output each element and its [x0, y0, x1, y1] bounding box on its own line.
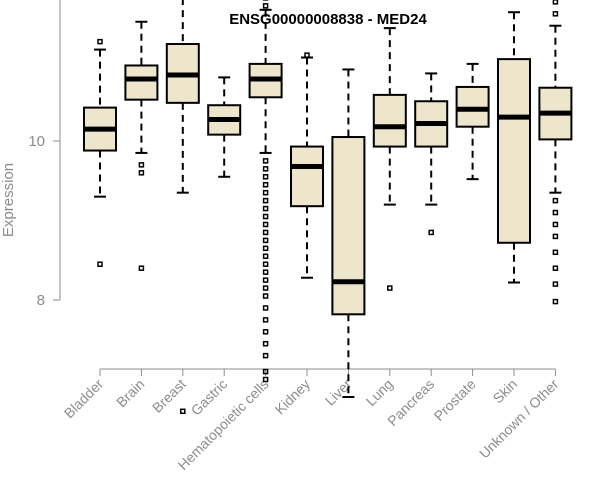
outlier-point: [262, 229, 269, 236]
outlier-point: [552, 0, 559, 5]
outlier-point: [552, 11, 559, 17]
outlier-point: [262, 261, 269, 267]
outlier-point: [552, 298, 559, 305]
outlier-point: [97, 38, 103, 45]
chart-title: ENSG00000008838 - MED24: [229, 11, 427, 28]
box-brain: [124, 20, 159, 271]
outlier-point: [262, 166, 269, 172]
box-lung: [372, 27, 407, 291]
box-unknown-other: [538, 0, 573, 305]
outlier-point: [262, 285, 269, 291]
outlier-point: [262, 305, 269, 311]
x-tick-label: Bladder: [61, 376, 107, 422]
outlier-point: [97, 261, 103, 267]
boxes-group: [83, 0, 573, 415]
outlier-point: [552, 209, 559, 216]
y-axis: 8101214: [28, 0, 61, 309]
x-tick-label: Lung: [363, 376, 396, 409]
iqr-box: [124, 64, 159, 101]
x-tick-label: Kidney: [272, 376, 314, 418]
iqr-box: [372, 93, 407, 148]
box-hematopoietic-cells: [248, 0, 283, 383]
box-skin: [497, 11, 531, 284]
box-liver: [331, 68, 366, 398]
outlier-point: [262, 317, 269, 323]
outlier-point: [262, 277, 269, 283]
outlier-point: [262, 213, 269, 220]
x-tick-label: Skin: [490, 376, 521, 407]
outlier-point: [262, 158, 269, 164]
outlier-point: [262, 352, 269, 359]
outlier-point: [138, 265, 145, 271]
box-gastric: [207, 76, 242, 178]
outlier-point: [387, 285, 393, 291]
box-pancreas: [414, 72, 449, 236]
outlier-point: [552, 265, 559, 271]
outlier-point: [552, 249, 559, 256]
outlier-point: [262, 253, 269, 260]
outlier-point: [262, 340, 269, 347]
outlier-point: [262, 376, 269, 383]
outlier-point: [262, 293, 269, 299]
outlier-point: [262, 174, 269, 180]
outlier-point: [180, 408, 186, 415]
outlier-point: [552, 281, 559, 287]
outlier-point: [428, 229, 434, 236]
x-tick-label: Liver: [322, 376, 355, 409]
outlier-point: [262, 245, 269, 252]
box-prostate: [455, 62, 490, 181]
outlier-point: [262, 197, 269, 204]
box-bladder: [83, 38, 117, 267]
outlier-point: [262, 221, 269, 228]
x-tick-label: Brain: [113, 376, 147, 410]
outlier-point: [262, 237, 269, 244]
outlier-point: [552, 197, 559, 204]
iqr-box: [290, 145, 324, 208]
outlier-point: [262, 3, 269, 9]
outlier-point: [262, 205, 269, 212]
x-tick-label: Unknown / Other: [476, 376, 562, 462]
y-tick-label: 10: [28, 133, 45, 150]
outlier-point: [262, 189, 269, 196]
box-breast: [165, 0, 200, 415]
iqr-box: [331, 136, 366, 316]
y-tick-label: 8: [37, 292, 45, 309]
outlier-point: [552, 221, 559, 228]
outlier-point: [262, 181, 269, 188]
box-kidney: [290, 52, 324, 279]
iqr-box: [497, 58, 531, 244]
outlier-point: [138, 162, 145, 168]
y-axis-label: Expression: [0, 163, 17, 237]
outlier-point: [138, 170, 145, 176]
outlier-point: [262, 269, 269, 275]
outlier-point: [552, 233, 559, 240]
outlier-point: [262, 329, 269, 335]
outlier-point: [304, 52, 310, 58]
x-tick-label: Prostate: [431, 376, 479, 424]
outlier-point: [262, 368, 269, 375]
